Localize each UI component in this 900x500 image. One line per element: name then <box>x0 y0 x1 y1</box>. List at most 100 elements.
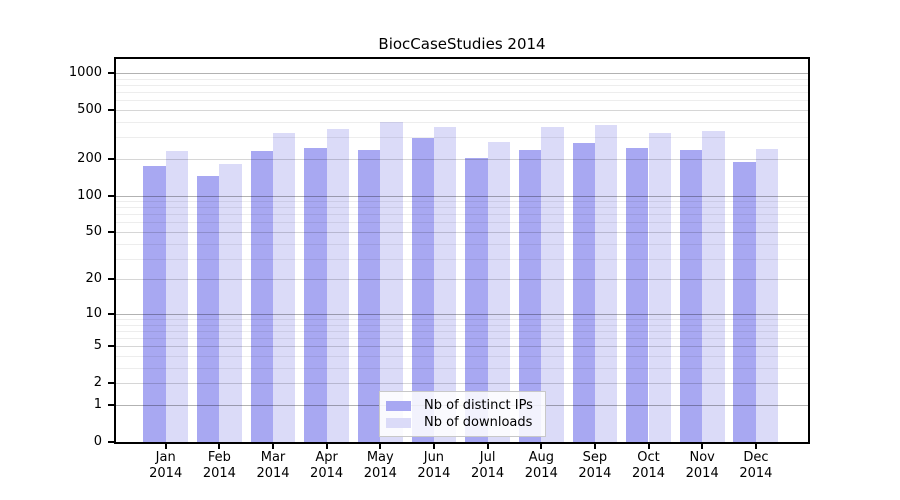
gridline-2 <box>116 383 808 385</box>
gridline-700 <box>116 92 808 93</box>
y-tick-5 <box>108 345 114 348</box>
x-tick-label-sep: Sep 2014 <box>578 450 612 481</box>
y-tick-1000 <box>108 71 114 74</box>
plot-area <box>114 57 810 444</box>
gridline-200 <box>116 158 808 160</box>
gridline-40 <box>116 243 808 245</box>
gridline-8 <box>116 324 808 326</box>
y-tick-10 <box>108 312 114 315</box>
x-tick-apr <box>325 444 328 449</box>
legend-label-downloads: Nb of downloads <box>424 415 533 430</box>
y-tick-20 <box>108 278 114 281</box>
gridline-6 <box>116 338 808 340</box>
legend-entry-distinct-ips: Nb of distinct IPs <box>386 397 545 414</box>
y-tick-0 <box>108 441 114 443</box>
gridline-600 <box>116 100 808 102</box>
y-tick-label-100: 100 <box>77 187 102 203</box>
gridline-400 <box>116 121 808 123</box>
gridline-500 <box>116 109 808 111</box>
x-tick-jun <box>432 444 435 449</box>
chart-title: BiocCaseStudies 2014 <box>378 35 546 53</box>
x-tick-mar <box>272 444 274 449</box>
y-tick-label-1: 1 <box>93 397 102 412</box>
x-tick-label-mar: Mar 2014 <box>256 450 290 481</box>
gridline-1000 <box>116 72 808 74</box>
bar-downloads-5 <box>433 126 457 442</box>
y-tick-label-0: 0 <box>93 434 102 449</box>
bar-downloads-2 <box>273 132 296 442</box>
legend-box: Nb of distinct IPs Nb of downloads <box>379 391 546 437</box>
y-tick-label-50: 50 <box>85 224 102 239</box>
y-tick-200 <box>108 157 114 160</box>
gridline-800 <box>116 84 808 86</box>
y-tick-500 <box>108 108 114 111</box>
gridline-50 <box>116 232 808 233</box>
bar-downloads-8 <box>594 124 618 442</box>
x-tick-nov <box>701 444 704 449</box>
y-tick-label-1000: 1000 <box>68 64 102 80</box>
x-tick-oct <box>647 444 650 449</box>
x-tick-label-oct: Oct 2014 <box>631 450 666 481</box>
y-tick-50 <box>108 231 114 233</box>
bar-downloads-11 <box>755 149 779 442</box>
gridline-300 <box>116 137 808 139</box>
y-tick-label-10: 10 <box>85 305 102 321</box>
bar-distinct-ips-6 <box>465 158 488 442</box>
y-tick-label-200: 200 <box>77 150 102 166</box>
gridline-70 <box>116 214 808 216</box>
bar-downloads-9 <box>648 132 671 442</box>
bar-downloads-7 <box>541 127 564 442</box>
bar-distinct-ips-7 <box>518 150 542 442</box>
x-tick-label-feb: Feb 2014 <box>202 450 236 481</box>
gridline-10 <box>116 313 808 315</box>
x-tick-label-jul: Jul 2014 <box>471 450 505 481</box>
gridline-5 <box>116 346 808 348</box>
x-tick-sep <box>593 444 596 449</box>
x-tick-may <box>379 444 382 449</box>
x-tick-jul <box>486 444 489 449</box>
y-tick-label-20: 20 <box>85 271 102 287</box>
bar-downloads-10 <box>702 130 725 442</box>
legend-swatch-distinct-ips <box>386 400 411 411</box>
legend-swatch-downloads <box>386 417 411 428</box>
bar-distinct-ips-11 <box>733 162 756 442</box>
bar-downloads-6 <box>487 141 510 442</box>
y-tick-label-2: 2 <box>93 375 102 391</box>
bar-distinct-ips-3 <box>304 148 327 442</box>
x-tick-label-nov: Nov 2014 <box>685 450 719 481</box>
y-tick-label-500: 500 <box>77 101 102 117</box>
bar-distinct-ips-9 <box>626 148 649 442</box>
bar-distinct-ips-10 <box>679 149 703 442</box>
legend-entry-downloads: Nb of downloads <box>386 414 545 431</box>
gridline-100 <box>116 195 808 197</box>
bar-downloads-0 <box>165 151 189 442</box>
gridline-4 <box>116 356 808 357</box>
gridline-20 <box>116 279 808 281</box>
x-tick-label-aug: Aug 2014 <box>524 450 558 481</box>
x-tick-feb <box>218 444 221 449</box>
gridline-60 <box>116 222 808 224</box>
gridline-9 <box>116 319 808 320</box>
y-tick-100 <box>108 194 114 197</box>
bar-distinct-ips-2 <box>250 151 273 442</box>
bar-distinct-ips-4 <box>357 150 381 442</box>
x-tick-label-jun: Jun 2014 <box>417 450 451 481</box>
x-tick-label-apr: Apr 2014 <box>310 450 344 481</box>
gridline-7 <box>116 330 808 332</box>
x-tick-label-jan: Jan 2014 <box>149 450 183 481</box>
gridline-90 <box>116 201 808 202</box>
bar-distinct-ips-8 <box>572 143 595 442</box>
gridline-80 <box>116 207 808 209</box>
bar-distinct-ips-5 <box>411 138 434 442</box>
gridline-3 <box>116 367 808 369</box>
x-tick-jan <box>164 444 167 449</box>
gridline-900 <box>116 78 808 80</box>
bar-downloads-1 <box>219 164 242 442</box>
gridline-30 <box>116 258 808 260</box>
bar-distinct-ips-1 <box>197 176 220 442</box>
bar-downloads-4 <box>380 121 403 442</box>
y-tick-1 <box>108 404 114 406</box>
legend-label-distinct-ips: Nb of distinct IPs <box>424 398 533 413</box>
x-tick-label-dec: Dec 2014 <box>739 450 773 481</box>
